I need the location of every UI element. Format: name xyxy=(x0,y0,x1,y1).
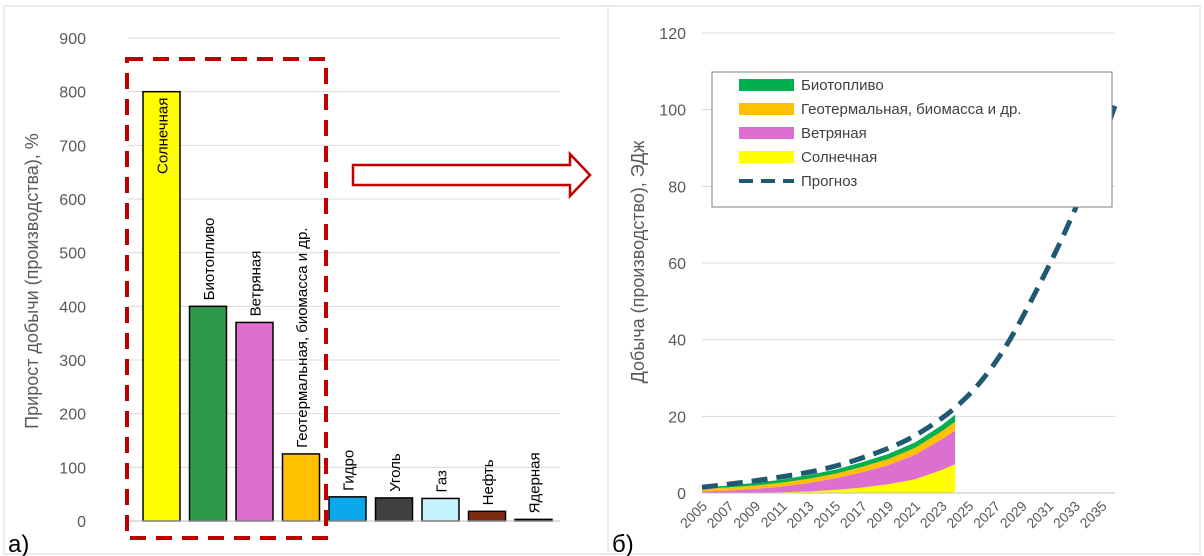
right-x-tick-label: 2031 xyxy=(1023,498,1056,531)
right-y-tick-label: 60 xyxy=(668,256,686,273)
legend-swatch xyxy=(739,127,794,139)
bar xyxy=(328,496,367,522)
right-panel-border xyxy=(607,5,1201,555)
right-x-tick-label: 2009 xyxy=(730,498,763,531)
left-y-tick-label: 100 xyxy=(59,460,86,477)
left-y-tick-label: 700 xyxy=(59,138,86,155)
left-y-tick-label: 200 xyxy=(59,407,86,424)
left-y-tick-label: 600 xyxy=(59,192,86,209)
right-x-tick-label: 2017 xyxy=(837,498,870,531)
bar-label: Гидро xyxy=(341,450,358,491)
bar xyxy=(281,453,321,522)
right-x-tick-label: 2021 xyxy=(890,498,923,531)
right-panel: 0 20 40 60 80 100 120 200520072009201120132015… xyxy=(607,5,1201,556)
bar xyxy=(142,90,181,522)
area-series xyxy=(702,414,956,489)
right-y-axis-title: Добыча (производство), ЭДж xyxy=(628,141,648,384)
legend-items: Биотопливо Геотермальная, биомасса и др. В… xyxy=(739,77,1021,190)
right-arrow xyxy=(351,150,592,200)
legend-box xyxy=(711,71,1113,208)
left-y-tick-label: 400 xyxy=(59,299,86,316)
right-y-tick-label: 40 xyxy=(668,333,686,350)
bar-label: Биотопливо xyxy=(201,218,218,301)
left-y-tick-label: 300 xyxy=(59,353,86,370)
right-y-tick-label: 80 xyxy=(668,179,686,196)
legend-label: Солнечная xyxy=(801,149,877,166)
left-y-tick-label: 500 xyxy=(59,246,86,263)
bar xyxy=(374,497,414,522)
bar-label: Уголь xyxy=(387,453,404,492)
area-series xyxy=(702,430,956,493)
right-y-tick-label: 20 xyxy=(668,409,686,426)
left-y-tick-label: 900 xyxy=(59,31,86,48)
left-y-tick-label: 800 xyxy=(59,85,86,102)
right-x-tick-label: 2007 xyxy=(703,498,736,531)
right-y-tick-label: 0 xyxy=(677,486,686,503)
left-y-axis-title: Прирост добычи (производства), % xyxy=(22,133,42,429)
panel-letter-a: а) xyxy=(8,531,29,556)
legend-label: Ветряная xyxy=(801,125,867,142)
legend-label: Геотермальная, биомасса и др. xyxy=(801,101,1021,118)
right-x-tick-label: 2019 xyxy=(863,498,896,531)
legend-swatch xyxy=(739,79,794,91)
bar xyxy=(188,305,228,522)
legend-label: Биотопливо xyxy=(801,77,884,94)
left-bar-labels: Солнечная Биотопливо Ветряная Геотермальная… xyxy=(155,98,544,514)
bar-label: Нефть xyxy=(480,459,497,505)
right-x-tick-label: 2033 xyxy=(1050,498,1083,531)
bar-label: Ветряная xyxy=(248,251,265,317)
right-stacked-areas xyxy=(702,414,956,493)
bar xyxy=(467,510,507,522)
right-x-tick-label: 2027 xyxy=(970,498,1003,531)
legend-swatch xyxy=(739,103,794,115)
right-x-tick-labels: 2005200720092011201320152017201920212023… xyxy=(677,498,1110,531)
area-series xyxy=(702,464,956,493)
left-y-tick-label: 0 xyxy=(77,514,86,531)
bar-label: Солнечная xyxy=(155,98,172,174)
bar-label: Ядерная xyxy=(527,452,544,513)
legend: Биотопливо Геотермальная, биомасса и др. В… xyxy=(711,71,1113,208)
right-x-tick-label: 2035 xyxy=(1076,498,1109,531)
forecast-line xyxy=(701,104,1118,490)
bar xyxy=(421,497,460,522)
right-x-tick-label: 2011 xyxy=(757,498,790,531)
bar xyxy=(235,321,274,522)
panel-letter-b: б) xyxy=(612,531,634,556)
right-x-tick-label: 2013 xyxy=(783,498,816,531)
bar-label: Газ xyxy=(434,470,451,492)
area-series xyxy=(702,421,956,492)
legend-label: Прогноз xyxy=(801,173,857,190)
right-x-tick-label: 2015 xyxy=(810,498,843,531)
right-x-tick-label: 2029 xyxy=(997,498,1030,531)
right-y-tick-label: 100 xyxy=(659,103,686,120)
bar-label: Геотермальная, биомасса и др. xyxy=(294,227,311,447)
legend-swatch xyxy=(739,151,794,163)
right-x-tick-label: 2025 xyxy=(943,498,976,531)
left-panel: 0 100 200 300 400 500 600 700 800 900 Прирост доб… xyxy=(3,5,609,556)
left-bars xyxy=(142,90,553,522)
right-x-tick-label: 2023 xyxy=(917,498,950,531)
right-y-tick-label: 120 xyxy=(659,26,686,43)
right-y-tick-labels: 0 20 40 60 80 100 120 xyxy=(659,26,686,503)
left-y-tick-labels: 0 100 200 300 400 500 600 700 800 900 xyxy=(59,31,86,531)
